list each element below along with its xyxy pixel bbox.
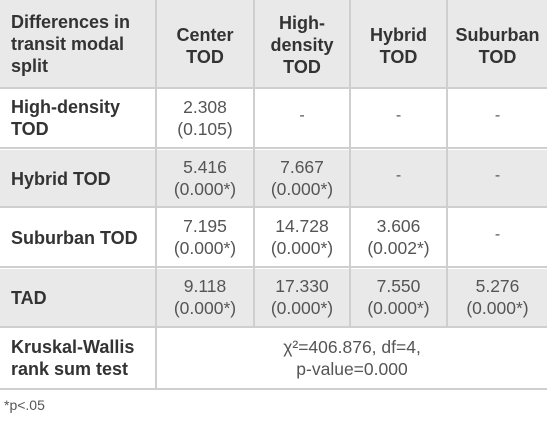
column-header-center-tod: Center TOD bbox=[176, 25, 234, 67]
row-divider bbox=[0, 87, 547, 89]
column-header-high-density-tod: High- density TOD bbox=[270, 13, 334, 77]
column-header-hybrid-tod: Hybrid TOD bbox=[369, 25, 427, 67]
table-cell: 2.308 (0.105) bbox=[177, 97, 233, 139]
table-row bbox=[0, 208, 547, 265]
row-divider bbox=[0, 147, 547, 149]
row-divider bbox=[0, 388, 547, 390]
table-cell: 5.416 (0.000*) bbox=[173, 157, 237, 199]
header-row bbox=[0, 0, 547, 87]
table-cell: 17.330 (0.000*) bbox=[270, 276, 334, 318]
column-divider bbox=[349, 0, 351, 328]
table-row bbox=[0, 89, 547, 146]
table-cell: 3.606 (0.002*) bbox=[367, 216, 430, 258]
footnote: *p<.05 bbox=[4, 397, 45, 413]
row-label-hybrid-tod: Hybrid TOD bbox=[11, 169, 111, 189]
row-label-tad: TAD bbox=[11, 288, 47, 308]
row-label-high-density-tod: High-density TOD bbox=[11, 97, 121, 139]
table-row bbox=[0, 328, 547, 388]
table-cell: - bbox=[395, 167, 402, 184]
row-label-kruskal-wallis: Kruskal-Wallis rank sum test bbox=[11, 337, 135, 379]
row-divider bbox=[0, 326, 547, 328]
table-row bbox=[0, 150, 547, 206]
row-divider bbox=[0, 266, 547, 268]
table-cell: - bbox=[494, 107, 501, 124]
column-header-suburban-tod: Suburban TOD bbox=[455, 25, 540, 67]
table-row bbox=[0, 269, 547, 326]
table-cell: 9.118 (0.000*) bbox=[173, 276, 237, 318]
table-cell: - bbox=[395, 107, 402, 124]
table-cell: 14.728 (0.000*) bbox=[270, 216, 334, 258]
table-cell: - bbox=[494, 226, 501, 243]
table-cell: 7.550 (0.000*) bbox=[367, 276, 430, 318]
table-cell: - bbox=[494, 167, 501, 184]
column-divider bbox=[253, 0, 255, 328]
row-label-suburban-tod: Suburban TOD bbox=[11, 228, 138, 248]
column-divider bbox=[446, 0, 448, 328]
table-cell: - bbox=[299, 107, 305, 124]
table-cell: 7.195 (0.000*) bbox=[173, 216, 237, 258]
test-result: χ²=406.876, df=4, p-value=0.000 bbox=[283, 337, 421, 379]
column-divider bbox=[155, 0, 157, 388]
row-divider bbox=[0, 206, 547, 208]
table-cell: 5.276 (0.000*) bbox=[466, 276, 529, 318]
corner-header: Differences in transit modal split bbox=[11, 12, 131, 76]
table-cell: 7.667 (0.000*) bbox=[270, 157, 334, 199]
